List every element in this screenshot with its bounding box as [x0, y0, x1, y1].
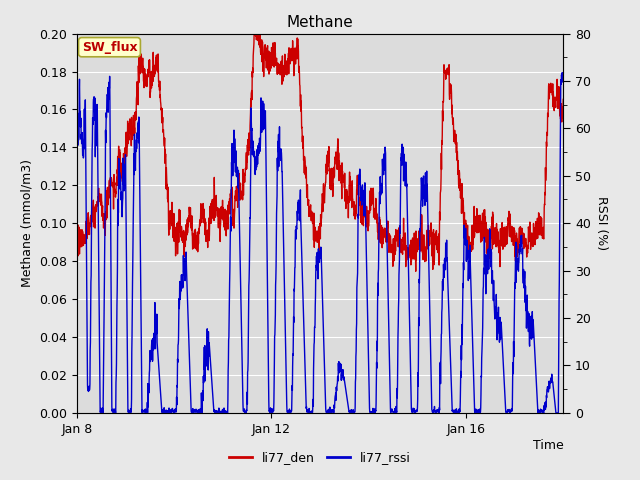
li77_rssi [559, 71, 567, 77]
Y-axis label: RSSI (%): RSSI (%) [595, 196, 607, 250]
Line: li77_rssi: li77_rssi [77, 73, 563, 413]
Line: li77_den: li77_den [77, 26, 563, 271]
li77_den [456, 176, 464, 182]
li77_rssi [99, 410, 107, 416]
li77_rssi [545, 378, 553, 384]
Title: Methane: Methane [287, 15, 353, 30]
Y-axis label: Methane (mmol/m3): Methane (mmol/m3) [20, 159, 33, 287]
Legend: li77_den, li77_rssi: li77_den, li77_rssi [225, 446, 415, 469]
li77_rssi [545, 382, 553, 388]
li77_den [310, 237, 317, 243]
li77_den [98, 199, 106, 205]
li77_den [546, 84, 554, 90]
li77_rssi [456, 408, 464, 414]
li77_den [251, 23, 259, 29]
li77_rssi [73, 130, 81, 135]
li77_den [559, 96, 567, 102]
li77_den [545, 96, 553, 102]
li77_den [412, 268, 420, 274]
li77_den [73, 223, 81, 229]
Text: SW_flux: SW_flux [82, 41, 138, 54]
li77_rssi [297, 215, 305, 220]
li77_rssi [98, 408, 106, 414]
li77_rssi [310, 367, 317, 372]
li77_den [297, 92, 305, 97]
X-axis label: Time: Time [533, 439, 564, 452]
li77_rssi [559, 70, 566, 76]
